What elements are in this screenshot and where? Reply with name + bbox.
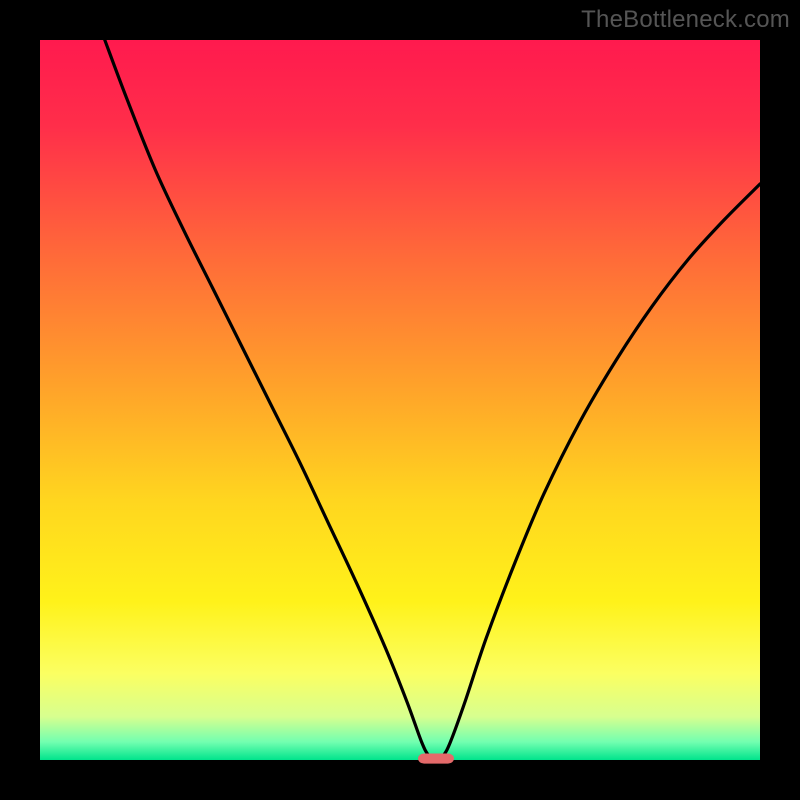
watermark-text: TheBottleneck.com xyxy=(581,6,790,34)
bottleneck-chart xyxy=(0,0,800,800)
minimum-marker xyxy=(418,754,454,764)
plot-background xyxy=(40,40,760,760)
chart-stage: TheBottleneck.com xyxy=(0,0,800,800)
